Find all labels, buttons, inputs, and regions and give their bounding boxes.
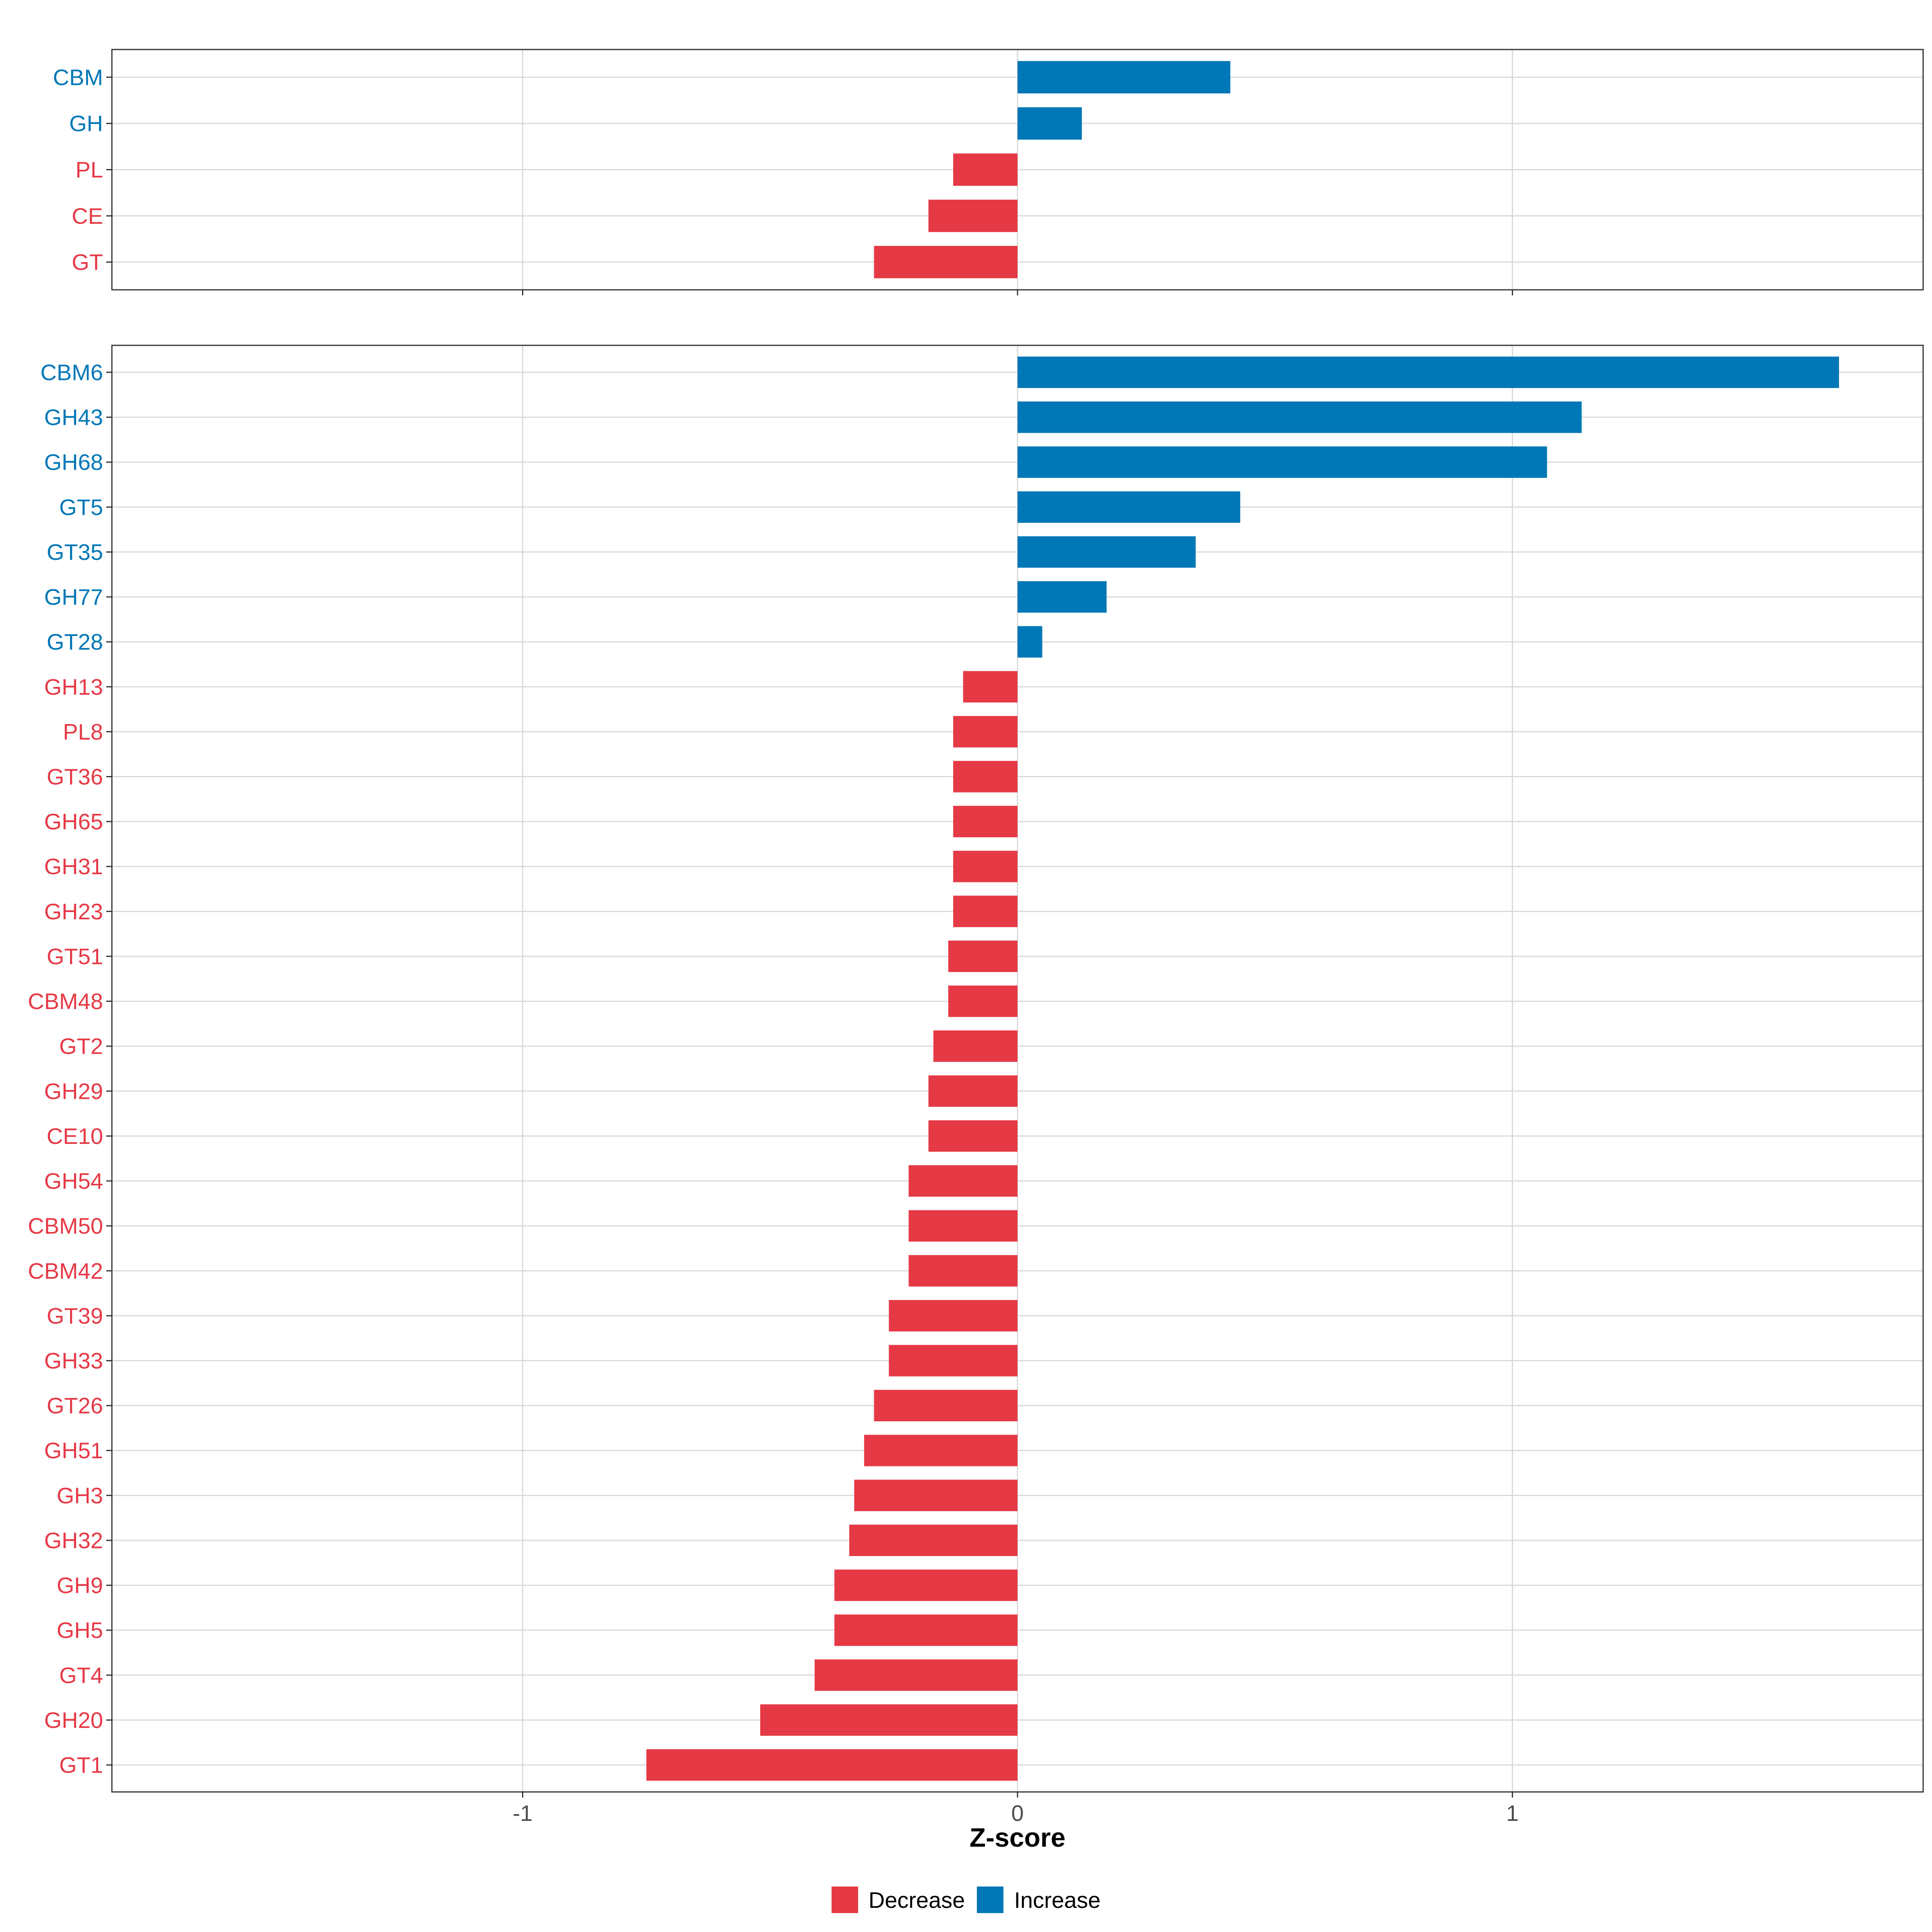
y-tick-label-gh29: GH29 bbox=[44, 1078, 103, 1104]
legend-label-decrease: Decrease bbox=[868, 1887, 965, 1913]
y-tick-label-gt28: GT28 bbox=[47, 629, 103, 654]
bar-gt39 bbox=[889, 1300, 1018, 1331]
y-tick-label-gt36: GT36 bbox=[47, 764, 103, 789]
y-tick-label-gh77: GH77 bbox=[44, 584, 103, 610]
legend-item-decrease: Decrease bbox=[831, 1887, 965, 1913]
bar-cbm6 bbox=[1018, 356, 1839, 388]
bar-gt2 bbox=[933, 1030, 1018, 1062]
bar-gh23 bbox=[953, 896, 1018, 927]
bar-gt4 bbox=[814, 1659, 1018, 1691]
bar-pl8 bbox=[953, 716, 1018, 747]
bar-gt1 bbox=[646, 1749, 1018, 1781]
legend-item-increase: Increase bbox=[977, 1887, 1100, 1913]
legend-swatch-decrease bbox=[831, 1887, 858, 1913]
bar-gt51 bbox=[948, 940, 1018, 972]
y-tick-label-ce10: CE10 bbox=[47, 1123, 103, 1149]
y-tick-label-gt26: GT26 bbox=[47, 1393, 103, 1418]
x-tick-label: -1 bbox=[513, 1800, 533, 1826]
y-tick-label-gt4: GT4 bbox=[59, 1662, 103, 1688]
y-tick-label-gh23: GH23 bbox=[44, 899, 103, 924]
y-tick-label-gh9: GH9 bbox=[57, 1573, 103, 1598]
legend-swatch-increase bbox=[977, 1887, 1004, 1913]
bar-gt5 bbox=[1018, 491, 1241, 523]
y-tick-label-gt1: GT1 bbox=[59, 1752, 103, 1778]
legend: Decrease Increase bbox=[0, 1884, 1932, 1916]
y-tick-label-cbm42: CBM42 bbox=[28, 1258, 103, 1284]
bar-gh9 bbox=[834, 1569, 1018, 1601]
bar-gt bbox=[874, 246, 1018, 279]
bar-gt26 bbox=[874, 1390, 1018, 1422]
bar-ce10 bbox=[928, 1120, 1018, 1152]
y-tick-label-gt51: GT51 bbox=[47, 943, 103, 969]
bar-gt36 bbox=[953, 761, 1018, 793]
bar-gh43 bbox=[1018, 401, 1582, 433]
bar-cbm bbox=[1018, 61, 1230, 94]
y-tick-label-gh5: GH5 bbox=[57, 1618, 103, 1643]
y-tick-label-gt39: GT39 bbox=[47, 1303, 103, 1328]
y-tick-label-gh20: GH20 bbox=[44, 1707, 103, 1733]
y-tick-label-gt5: GT5 bbox=[59, 494, 103, 520]
y-tick-label-gt35: GT35 bbox=[47, 539, 103, 565]
y-tick-label-gh54: GH54 bbox=[44, 1168, 103, 1194]
y-tick-label-gh32: GH32 bbox=[44, 1527, 103, 1553]
bar-gt28 bbox=[1018, 626, 1042, 658]
bar-gh65 bbox=[953, 806, 1018, 838]
y-tick-label-cbm6: CBM6 bbox=[40, 359, 103, 385]
bar-cbm48 bbox=[948, 985, 1018, 1017]
x-tick-label: 0 bbox=[1011, 1800, 1024, 1826]
bar-gh77 bbox=[1018, 581, 1107, 613]
bar-ce bbox=[928, 200, 1018, 232]
bar-gh29 bbox=[928, 1075, 1018, 1107]
bar-gh bbox=[1018, 107, 1082, 140]
y-tick-label-gh13: GH13 bbox=[44, 674, 103, 700]
bar-gh3 bbox=[854, 1480, 1018, 1511]
y-tick-label-gh65: GH65 bbox=[44, 809, 103, 834]
bar-gh51 bbox=[864, 1435, 1018, 1466]
y-tick-label-gh51: GH51 bbox=[44, 1438, 103, 1463]
y-tick-label-gt: GT bbox=[72, 250, 103, 275]
bar-gh32 bbox=[849, 1524, 1018, 1556]
y-tick-label-gh33: GH33 bbox=[44, 1348, 103, 1373]
y-tick-label-pl8: PL8 bbox=[63, 719, 103, 744]
bar-pl bbox=[953, 153, 1018, 186]
bar-gh54 bbox=[908, 1165, 1018, 1197]
y-tick-label-cbm: CBM bbox=[53, 64, 103, 90]
panel-class-level: CBM GH PL CE GT bbox=[53, 49, 1924, 295]
y-tick-label-gh43: GH43 bbox=[44, 405, 103, 430]
y-tick-label-gh68: GH68 bbox=[44, 450, 103, 475]
y-tick-label-gh31: GH31 bbox=[44, 854, 103, 879]
y-tick-label-cbm50: CBM50 bbox=[28, 1213, 103, 1238]
bar-gh31 bbox=[953, 850, 1018, 882]
bar-gh33 bbox=[889, 1345, 1018, 1377]
bar-gh13 bbox=[963, 671, 1018, 703]
y-tick-label-cbm48: CBM48 bbox=[28, 989, 103, 1014]
bar-cbm42 bbox=[908, 1255, 1018, 1287]
legend-label-increase: Increase bbox=[1014, 1887, 1101, 1913]
y-tick-label-gh: GH bbox=[69, 111, 103, 136]
x-axis-title: Z-score bbox=[970, 1823, 1065, 1852]
bar-gh20 bbox=[760, 1704, 1018, 1736]
y-tick-label-gt2: GT2 bbox=[59, 1034, 103, 1059]
y-tick-label-ce: CE bbox=[72, 203, 103, 229]
y-tick-label-pl: PL bbox=[76, 157, 103, 182]
x-tick-label: 1 bbox=[1506, 1800, 1519, 1826]
y-tick-label-gh3: GH3 bbox=[57, 1483, 103, 1508]
bar-gh5 bbox=[834, 1614, 1018, 1646]
bar-gh68 bbox=[1018, 446, 1547, 478]
bar-gt35 bbox=[1018, 536, 1196, 568]
panel-family-level: CBM6 GH43 GH68 GT5 GT35 GH77 GT28 GH13 PL8 GT36 GH… bbox=[28, 345, 1924, 1826]
bar-cbm50 bbox=[908, 1210, 1018, 1242]
